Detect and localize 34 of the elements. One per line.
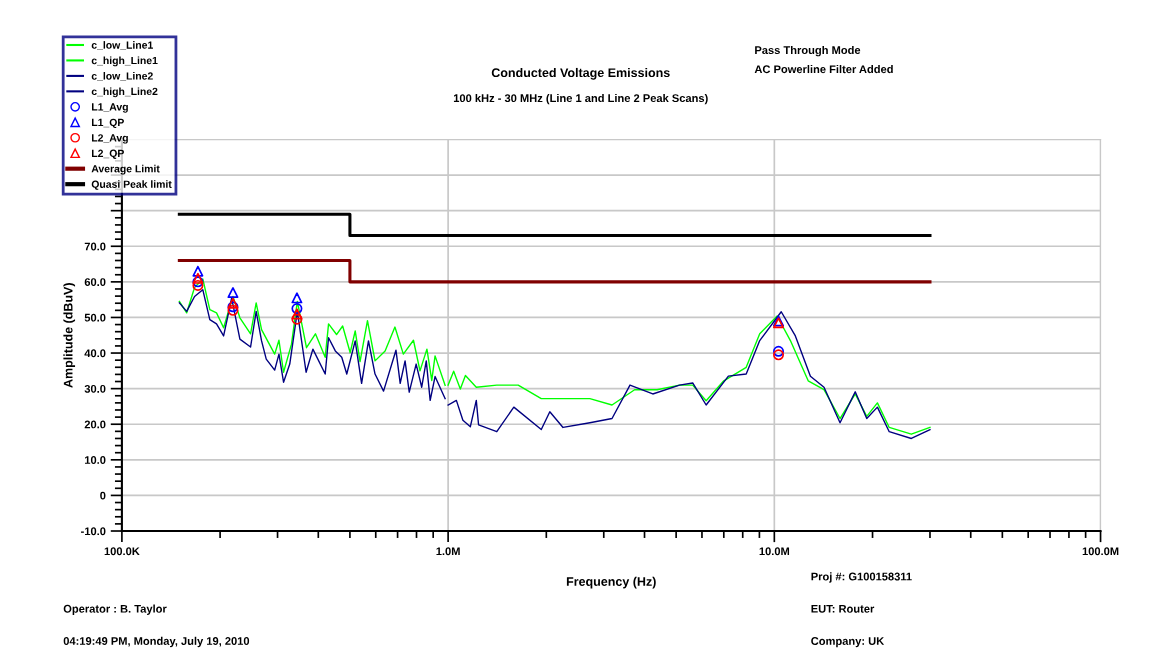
legend-label: c_low_Line1 <box>91 41 153 50</box>
legend-label: c_high_Line2 <box>91 87 158 98</box>
legend-label: c_low_Line2 <box>91 72 153 81</box>
legend-label: L2_QP <box>92 149 124 159</box>
text: Proj #: G100158311 <box>811 572 912 583</box>
y-tick-label: 60.0 <box>84 278 106 286</box>
chart-title: Conducted Voltage Emissions <box>491 67 670 80</box>
text: Company: UK <box>811 637 885 648</box>
y-tick-label: -10.0 <box>81 527 106 536</box>
text: Operator : B. Taylor <box>63 604 167 615</box>
text: Pass Through Mode <box>755 45 861 57</box>
text: 04:19:49 PM, Monday, July 19, 2010 <box>63 636 250 648</box>
y-tick-label: 50.0 <box>84 313 106 322</box>
text: EUT: Router <box>811 604 875 613</box>
legend-label: Average Limit <box>91 164 160 175</box>
legend-label: Quasi Peak limit <box>91 180 172 190</box>
legend-label: L2_Avg <box>92 134 128 144</box>
y-tick-label: 70.0 <box>84 242 106 251</box>
y-tick-label: 20.0 <box>84 420 106 429</box>
legend-label: L1_Avg <box>92 103 128 113</box>
legend-label: c_high_Line1 <box>91 56 158 67</box>
chart-subtitle: 100 kHz - 30 MHz (Line 1 and Line 2 Peak Scans) <box>453 93 708 105</box>
y-tick-label: 30.0 <box>84 384 106 393</box>
legend-label: L1_QP <box>92 118 124 129</box>
x-tick-label: 1.0M <box>436 547 460 556</box>
y-tick-label: 10.0 <box>85 456 106 464</box>
y-tick-label: 40.0 <box>84 349 106 358</box>
y-axis-title: Amplitude (dBuV) <box>63 283 76 388</box>
y-tick-label: 0 <box>100 491 106 500</box>
x-tick-label: 100.0K <box>104 547 140 556</box>
x-axis-title: Frequency (Hz) <box>566 576 656 589</box>
x-tick-label: 10.0M <box>759 547 790 556</box>
x-tick-label: 100.0M <box>1082 547 1119 556</box>
text: AC Powerline Filter Added <box>754 64 893 74</box>
